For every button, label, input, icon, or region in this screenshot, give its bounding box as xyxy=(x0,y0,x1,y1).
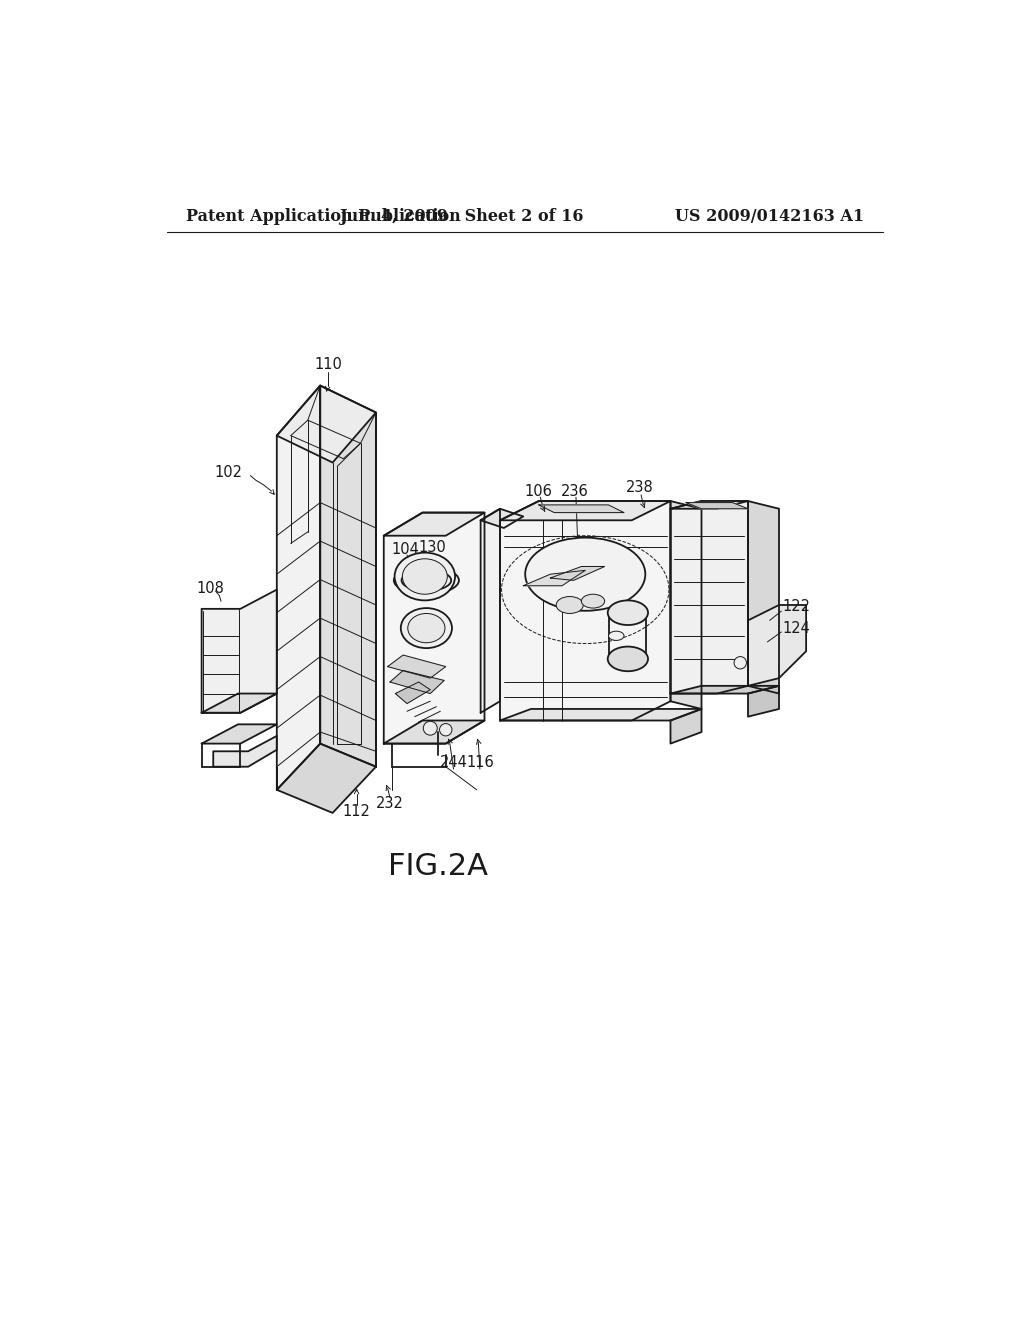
Ellipse shape xyxy=(525,537,645,611)
Ellipse shape xyxy=(582,594,604,609)
Circle shape xyxy=(439,723,452,737)
Polygon shape xyxy=(321,385,376,767)
Circle shape xyxy=(423,721,437,735)
Polygon shape xyxy=(671,686,779,693)
Polygon shape xyxy=(671,502,701,709)
Text: 130: 130 xyxy=(419,540,446,554)
Polygon shape xyxy=(671,502,748,508)
Text: 104: 104 xyxy=(391,543,420,557)
Polygon shape xyxy=(395,682,430,704)
Text: FIG.2A: FIG.2A xyxy=(388,853,488,882)
Text: Patent Application Publication: Patent Application Publication xyxy=(186,207,461,224)
Text: 112: 112 xyxy=(343,804,371,818)
Polygon shape xyxy=(500,709,701,721)
Ellipse shape xyxy=(607,601,648,626)
Polygon shape xyxy=(390,671,444,693)
Polygon shape xyxy=(550,566,604,581)
Text: 110: 110 xyxy=(314,358,342,372)
Polygon shape xyxy=(480,508,500,713)
Polygon shape xyxy=(202,725,276,743)
Polygon shape xyxy=(276,743,376,813)
Polygon shape xyxy=(276,385,376,462)
Polygon shape xyxy=(523,570,586,586)
Text: 106: 106 xyxy=(525,483,553,499)
Polygon shape xyxy=(539,506,624,512)
Polygon shape xyxy=(748,502,779,693)
Text: 236: 236 xyxy=(560,483,588,499)
Polygon shape xyxy=(384,721,484,743)
Polygon shape xyxy=(671,502,748,693)
Polygon shape xyxy=(384,512,484,743)
Text: 232: 232 xyxy=(376,796,403,812)
Text: Jun. 4, 2009   Sheet 2 of 16: Jun. 4, 2009 Sheet 2 of 16 xyxy=(339,207,584,224)
Polygon shape xyxy=(480,508,523,528)
Ellipse shape xyxy=(607,647,648,672)
Text: 102: 102 xyxy=(215,465,243,480)
Polygon shape xyxy=(276,385,321,789)
Polygon shape xyxy=(671,709,701,743)
Circle shape xyxy=(734,656,746,669)
Ellipse shape xyxy=(556,597,584,614)
Polygon shape xyxy=(500,502,671,721)
Polygon shape xyxy=(748,605,806,686)
Text: 244: 244 xyxy=(439,755,467,771)
Text: 238: 238 xyxy=(626,480,653,495)
Polygon shape xyxy=(202,693,276,713)
Ellipse shape xyxy=(394,553,455,601)
Text: 124: 124 xyxy=(783,620,811,636)
Text: 116: 116 xyxy=(466,755,494,771)
Polygon shape xyxy=(500,502,671,520)
Polygon shape xyxy=(388,655,445,678)
Text: US 2009/0142163 A1: US 2009/0142163 A1 xyxy=(675,207,864,224)
Ellipse shape xyxy=(408,614,445,643)
Text: 122: 122 xyxy=(783,599,811,614)
Ellipse shape xyxy=(394,566,459,594)
Polygon shape xyxy=(202,590,276,713)
Ellipse shape xyxy=(608,631,624,640)
Text: 108: 108 xyxy=(197,581,224,595)
Polygon shape xyxy=(748,686,779,717)
Ellipse shape xyxy=(400,609,452,648)
Polygon shape xyxy=(686,503,748,508)
Ellipse shape xyxy=(402,558,447,594)
Polygon shape xyxy=(384,512,484,536)
Polygon shape xyxy=(213,737,276,767)
